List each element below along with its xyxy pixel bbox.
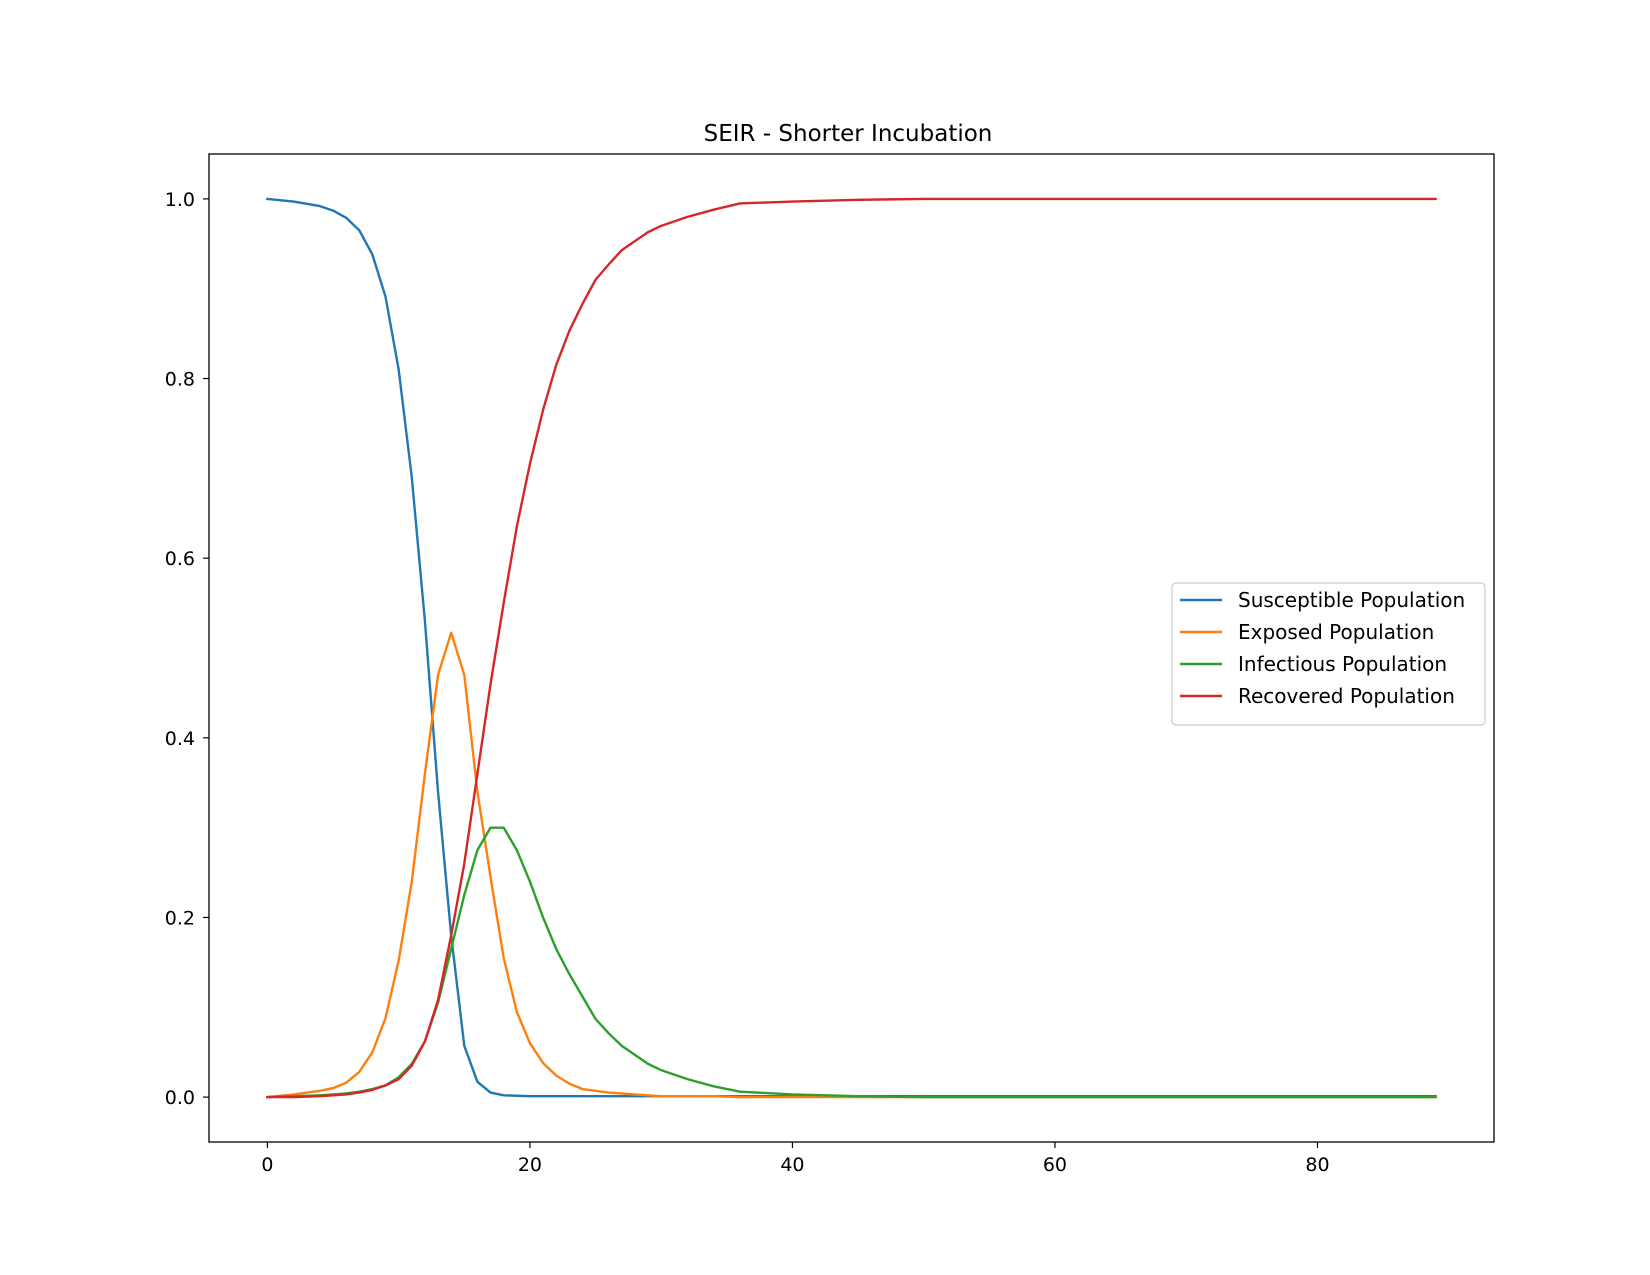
x-tick-label: 40 <box>780 1154 804 1176</box>
y-tick-label: 0.4 <box>165 728 195 750</box>
legend-label-3: Recovered Population <box>1238 684 1455 708</box>
series-line-2 <box>266 826 1437 1099</box>
axis-ticks: 0 20 40 60 80 0.0 0.2 0.4 0.6 0.8 1.0 <box>165 189 1330 1176</box>
y-tick-label: 0.0 <box>165 1087 195 1109</box>
chart-title: SEIR - Shorter Incubation <box>704 121 993 147</box>
legend: Susceptible Population Exposed Population… <box>1171 582 1486 726</box>
legend-label-1: Exposed Population <box>1238 620 1434 644</box>
y-tick-label: 1.0 <box>165 189 195 211</box>
series-line-3 <box>266 197 1437 1099</box>
x-tick-label: 20 <box>518 1154 542 1176</box>
x-tick-label: 60 <box>1043 1154 1067 1176</box>
y-tick-label: 0.8 <box>165 369 195 391</box>
x-tick-label: 80 <box>1305 1154 1329 1176</box>
series-line-1 <box>266 631 1437 1099</box>
legend-box <box>1171 582 1486 726</box>
series-lines <box>266 197 1437 1099</box>
y-tick-label: 0.6 <box>165 548 195 570</box>
plot-area-frame <box>208 153 1495 1143</box>
y-tick-label: 0.2 <box>165 907 195 929</box>
x-tick-label: 0 <box>261 1154 273 1176</box>
legend-label-2: Infectious Population <box>1238 652 1447 676</box>
legend-label-0: Susceptible Population <box>1238 588 1465 612</box>
